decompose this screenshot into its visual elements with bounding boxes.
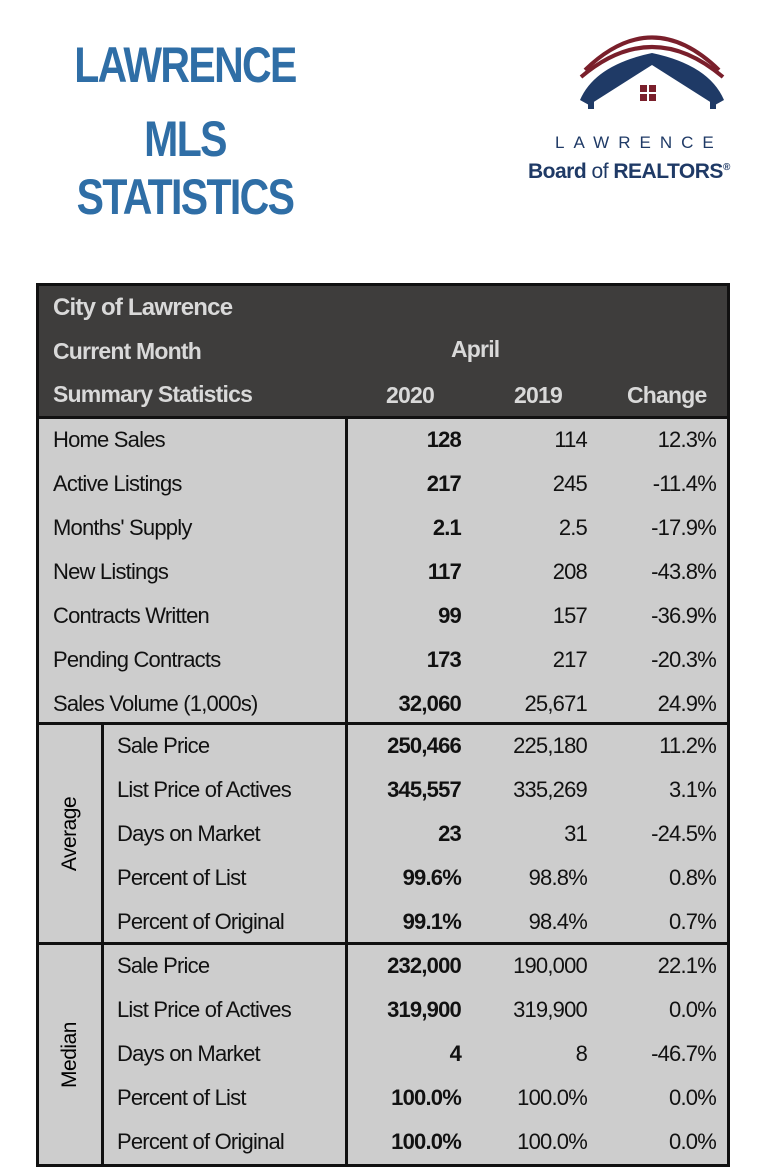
row-label: List Price of Actives bbox=[117, 997, 292, 1022]
value-2019: 157 bbox=[552, 603, 588, 628]
row-label: Percent of Original bbox=[117, 909, 285, 934]
value-change: 3.1% bbox=[669, 777, 717, 802]
value-2020: 232,000 bbox=[387, 953, 462, 978]
month-label: April bbox=[451, 336, 500, 362]
value-change: -36.9% bbox=[651, 603, 717, 628]
value-2020: 32,060 bbox=[398, 691, 462, 716]
value-change: -11.4% bbox=[652, 471, 717, 496]
table-row: Sale Price 232,000 190,000 22.1% bbox=[39, 945, 727, 989]
value-2020: 99.6% bbox=[402, 865, 462, 890]
value-2019: 190,000 bbox=[513, 953, 588, 978]
row-label: Sale Price bbox=[117, 953, 210, 978]
row-label: Contracts Written bbox=[53, 603, 210, 628]
row-label: Active Listings bbox=[53, 471, 182, 496]
value-change: 11.2% bbox=[659, 733, 717, 758]
row-label: Home Sales bbox=[53, 427, 166, 452]
table-row: Percent of Original 99.1% 98.4% 0.7% bbox=[39, 901, 727, 945]
table-row: Days on Market 23 31 -24.5% bbox=[39, 813, 727, 857]
value-2019: 245 bbox=[552, 471, 588, 496]
table-header: City of Lawrence Current Month April Sum… bbox=[39, 286, 727, 416]
row-label: Pending Contracts bbox=[53, 647, 221, 672]
city-label: City of Lawrence bbox=[53, 294, 233, 321]
table-row: Percent of List 99.6% 98.8% 0.8% bbox=[39, 857, 727, 901]
value-change: 0.8% bbox=[669, 865, 717, 890]
value-2020: 100.0% bbox=[391, 1085, 462, 1110]
value-change: 0.7% bbox=[669, 909, 717, 934]
table-row: List Price of Actives 345,557 335,269 3.1% bbox=[39, 769, 727, 813]
table-row: List Price of Actives 319,900 319,900 0.0% bbox=[39, 989, 727, 1033]
table-row: Sales Volume (1,000s) 32,060 25,671 24.9% bbox=[39, 683, 727, 727]
value-2019: 100.0% bbox=[517, 1085, 588, 1110]
value-2020: 99.1% bbox=[402, 909, 462, 934]
table-row: Percent of List 100.0% 100.0% 0.0% bbox=[39, 1077, 727, 1121]
value-change: 0.0% bbox=[669, 1085, 717, 1110]
col-change: Change bbox=[627, 382, 707, 408]
value-2019: 208 bbox=[552, 559, 588, 584]
value-2019: 31 bbox=[564, 821, 588, 846]
value-2019: 225,180 bbox=[513, 733, 588, 758]
section-label: Summary Statistics bbox=[53, 381, 253, 407]
value-2019: 8 bbox=[575, 1041, 588, 1066]
logo-board-text: Board of REALTORS® bbox=[528, 160, 730, 183]
logo-city-text: LAWRENCE bbox=[555, 133, 723, 152]
value-change: 12.3% bbox=[657, 427, 717, 452]
value-2019: 98.8% bbox=[528, 865, 588, 890]
value-change: 22.1% bbox=[657, 953, 717, 978]
col-2019: 2019 bbox=[514, 382, 563, 408]
value-2020: 345,557 bbox=[387, 777, 462, 802]
value-change: -46.7% bbox=[651, 1041, 717, 1066]
value-2019: 319,900 bbox=[513, 997, 588, 1022]
value-2019: 25,671 bbox=[524, 691, 588, 716]
value-2019: 335,269 bbox=[513, 777, 588, 802]
row-label: Months' Supply bbox=[53, 515, 192, 540]
table-row: Months' Supply 2.1 2.5 -17.9% bbox=[39, 507, 727, 551]
value-2020: 319,900 bbox=[387, 997, 462, 1022]
value-change: 0.0% bbox=[669, 1129, 717, 1154]
value-2020: 217 bbox=[426, 471, 462, 496]
value-2020: 128 bbox=[426, 427, 462, 452]
row-label: Sales Volume (1,000s) bbox=[53, 691, 258, 716]
value-2020: 2.1 bbox=[432, 515, 462, 540]
table-row: Percent of Original 100.0% 100.0% 0.0% bbox=[39, 1121, 727, 1165]
row-label: Days on Market bbox=[117, 821, 261, 846]
house-logo-icon bbox=[579, 35, 725, 109]
value-2020: 99 bbox=[438, 603, 462, 628]
value-2019: 114 bbox=[554, 427, 587, 452]
table-row: Days on Market 4 8 -46.7% bbox=[39, 1033, 727, 1077]
row-label: List Price of Actives bbox=[117, 777, 292, 802]
value-change: -20.3% bbox=[651, 647, 717, 672]
row-label: Percent of List bbox=[117, 865, 246, 890]
table-row: Active Listings 217 245 -11.4% bbox=[39, 463, 727, 507]
value-change: -43.8% bbox=[651, 559, 717, 584]
statistics-table: City of Lawrence Current Month April Sum… bbox=[36, 283, 730, 1167]
table-row: Sale Price 250,466 225,180 11.2% bbox=[39, 725, 727, 769]
title-line-1: LAWRENCE bbox=[74, 37, 297, 93]
value-2020: 100.0% bbox=[391, 1129, 462, 1154]
row-label: Sale Price bbox=[117, 733, 210, 758]
value-2020: 4 bbox=[449, 1041, 462, 1066]
row-label: Percent of Original bbox=[117, 1129, 285, 1154]
value-2020: 23 bbox=[438, 821, 462, 846]
value-change: -24.5% bbox=[651, 821, 717, 846]
col-2020: 2020 bbox=[386, 382, 435, 408]
value-2019: 98.4% bbox=[528, 909, 588, 934]
value-2020: 173 bbox=[426, 647, 462, 672]
value-2020: 117 bbox=[427, 559, 462, 584]
table-row: Home Sales 128 114 12.3% bbox=[39, 419, 727, 463]
row-label: New Listings bbox=[53, 559, 169, 584]
row-label: Percent of List bbox=[117, 1085, 246, 1110]
value-change: 24.9% bbox=[657, 691, 717, 716]
row-label: Days on Market bbox=[117, 1041, 261, 1066]
period-label: Current Month bbox=[53, 338, 202, 364]
title-line-2: MLS STATISTICS bbox=[76, 111, 295, 225]
table-row: Contracts Written 99 157 -36.9% bbox=[39, 595, 727, 639]
value-2019: 2.5 bbox=[558, 515, 588, 540]
table-row: Pending Contracts 173 217 -20.3% bbox=[39, 639, 727, 683]
value-2020: 250,466 bbox=[387, 733, 462, 758]
value-2019: 217 bbox=[552, 647, 588, 672]
value-change: 0.0% bbox=[669, 997, 717, 1022]
table-row: New Listings 117 208 -43.8% bbox=[39, 551, 727, 595]
value-2019: 100.0% bbox=[517, 1129, 588, 1154]
value-change: -17.9% bbox=[651, 515, 717, 540]
